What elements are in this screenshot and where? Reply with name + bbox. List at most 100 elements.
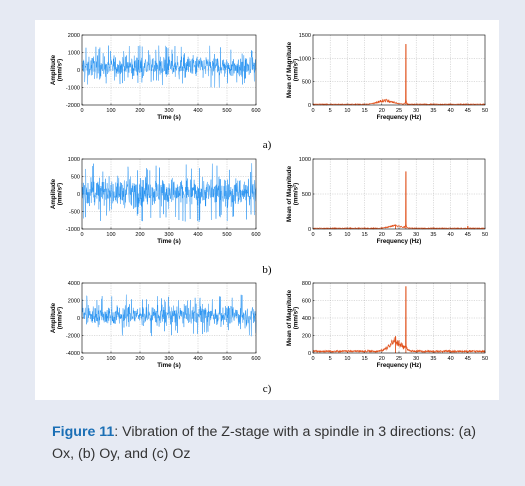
y-axis-label-line1: Amplitude <box>50 54 57 85</box>
y-axis-label: Amplitude(mm/s²) <box>50 302 64 333</box>
y-axis-label-line2: (mm/s²) <box>293 183 300 205</box>
y-axis-label: Mean of Magnitude(mm/s²) <box>286 165 300 222</box>
figure-canvas: a) b) c) 0 100 200 300 400 500 600200010000-10… <box>50 33 488 395</box>
y-tick-label: 4000 <box>68 281 80 287</box>
x-tick-label: 25 <box>396 108 402 114</box>
caption-label: Figure 11 <box>52 424 115 440</box>
x-tick-label: 300 <box>164 356 173 362</box>
caption-text: : Vibration of the Z-stage with a spindl… <box>52 424 477 462</box>
x-tick-label: 600 <box>251 356 260 362</box>
chart-4: 0 100 200 300 400 500 600 4000 2000 0 -2000 -4000 Ti… <box>50 281 261 369</box>
x-tick-label: 300 <box>164 232 173 238</box>
x-tick-label: 45 <box>465 108 471 114</box>
x-tick-label: 35 <box>430 108 436 114</box>
x-tick-label: 200 <box>135 356 144 362</box>
x-tick-label: 200 <box>135 232 144 238</box>
plot-frame <box>81 34 257 106</box>
x-tick-label: 50 <box>482 356 488 362</box>
x-tick-label: 20 <box>379 108 385 114</box>
plot-frame <box>81 158 257 230</box>
plot-frame <box>312 34 486 106</box>
y-tick-label: -2000 <box>66 334 80 340</box>
x-tick-label: 400 <box>193 356 202 362</box>
x-tick-label: 15 <box>362 356 368 362</box>
x-tick-label: 5 <box>329 232 332 238</box>
x-tick-label: 50 <box>482 108 488 114</box>
x-tick-label: 5 <box>329 108 332 114</box>
plot-frame <box>312 158 486 230</box>
spectrum-trace <box>312 171 486 230</box>
y-tick-label: -2000 <box>66 103 80 109</box>
y-tick-label: 400 <box>302 316 311 322</box>
x-tick-label: 25 <box>396 232 402 238</box>
y-tick-label: 500 <box>71 175 80 181</box>
x-tick-label: 0 <box>311 108 314 114</box>
y-tick-label: -4000 <box>66 351 80 357</box>
x-tick-label: 500 <box>222 232 231 238</box>
x-axis-label: Time (s) <box>157 114 181 121</box>
y-axis-label-line2: (mm/s²) <box>57 307 64 329</box>
y-tick-label: 0 <box>77 192 80 198</box>
y-tick-label: 800 <box>302 281 311 287</box>
subfigure-label-a: a) <box>263 139 272 151</box>
x-tick-label: 45 <box>465 232 471 238</box>
x-tick-label: 10 <box>344 108 350 114</box>
x-tick-label: 0 <box>311 356 314 362</box>
chart-0: 0 100 200 300 400 500 600 2000 1000 0 -1000 -2000 Ti… <box>50 33 261 121</box>
x-tick-label: 100 <box>106 232 115 238</box>
y-tick-label: 1000 <box>68 51 80 57</box>
y-axis-label: Mean of Magnitude(mm/s²) <box>286 41 300 98</box>
figure-caption: Figure 11: Vibration of the Z-stage with… <box>52 421 492 465</box>
chart-5: 0 5 10 15 20 25 30 35 40 45 50 800 600 400 200 0 Frequen… <box>286 281 488 369</box>
plot-frame <box>81 282 257 354</box>
x-tick-label: 300 <box>164 108 173 114</box>
x-tick-label: 100 <box>106 108 115 114</box>
y-axis-label-line1: Amplitude <box>50 178 57 209</box>
x-tick-label: 0 <box>311 232 314 238</box>
subfigure-label-b: b) <box>262 264 272 276</box>
x-tick-label: 10 <box>344 232 350 238</box>
x-tick-label: 40 <box>448 108 454 114</box>
x-tick-label: 500 <box>222 356 231 362</box>
y-tick-label: 500 <box>302 192 311 198</box>
chart-3: 0 5 10 15 20 25 30 35 40 45 50 1000 500 0 Frequency (H… <box>286 157 488 245</box>
y-tick-label: 2000 <box>68 299 80 305</box>
x-axis-label: Frequency (Hz) <box>377 114 422 121</box>
y-axis-label: Mean of Magnitude(mm/s²) <box>286 289 300 346</box>
y-tick-label: 1500 <box>299 33 311 39</box>
y-tick-label: 500 <box>302 80 311 86</box>
x-tick-label: 500 <box>222 108 231 114</box>
y-tick-label: 200 <box>302 334 311 340</box>
x-tick-label: 50 <box>482 232 488 238</box>
x-tick-label: 100 <box>106 356 115 362</box>
y-tick-label: 2000 <box>68 33 80 39</box>
x-tick-label: 0 <box>80 232 83 238</box>
spectrum-trace <box>312 286 486 354</box>
figure-panel: a) b) c) 0 100 200 300 400 500 600 2000 1000 0 -10… <box>35 20 499 400</box>
subfigure-label-c: c) <box>263 383 272 395</box>
y-tick-label: -1000 <box>66 227 80 233</box>
y-tick-label: 0 <box>77 68 80 74</box>
time-signal-trace <box>81 45 257 88</box>
y-tick-label: 0 <box>308 351 311 357</box>
y-axis-label: Amplitude(mm/s²) <box>50 54 64 85</box>
y-axis-label-line2: (mm/s²) <box>293 307 300 329</box>
x-tick-label: 30 <box>413 232 419 238</box>
x-tick-label: 30 <box>413 108 419 114</box>
x-tick-label: 600 <box>251 232 260 238</box>
x-tick-label: 20 <box>379 232 385 238</box>
x-tick-label: 200 <box>135 108 144 114</box>
spectrum-trace <box>312 44 486 106</box>
y-axis-label-line1: Amplitude <box>50 302 57 333</box>
y-axis-label-line1: Mean of Magnitude <box>286 41 293 98</box>
x-tick-label: 5 <box>329 356 332 362</box>
y-axis-label: Amplitude(mm/s²) <box>50 178 64 209</box>
x-tick-label: 10 <box>344 356 350 362</box>
y-tick-label: 600 <box>302 299 311 305</box>
x-tick-label: 40 <box>448 356 454 362</box>
x-tick-label: 400 <box>193 232 202 238</box>
x-axis-label: Frequency (Hz) <box>377 362 422 369</box>
y-axis-label-line2: (mm/s²) <box>293 59 300 81</box>
y-tick-label: -500 <box>69 210 80 216</box>
